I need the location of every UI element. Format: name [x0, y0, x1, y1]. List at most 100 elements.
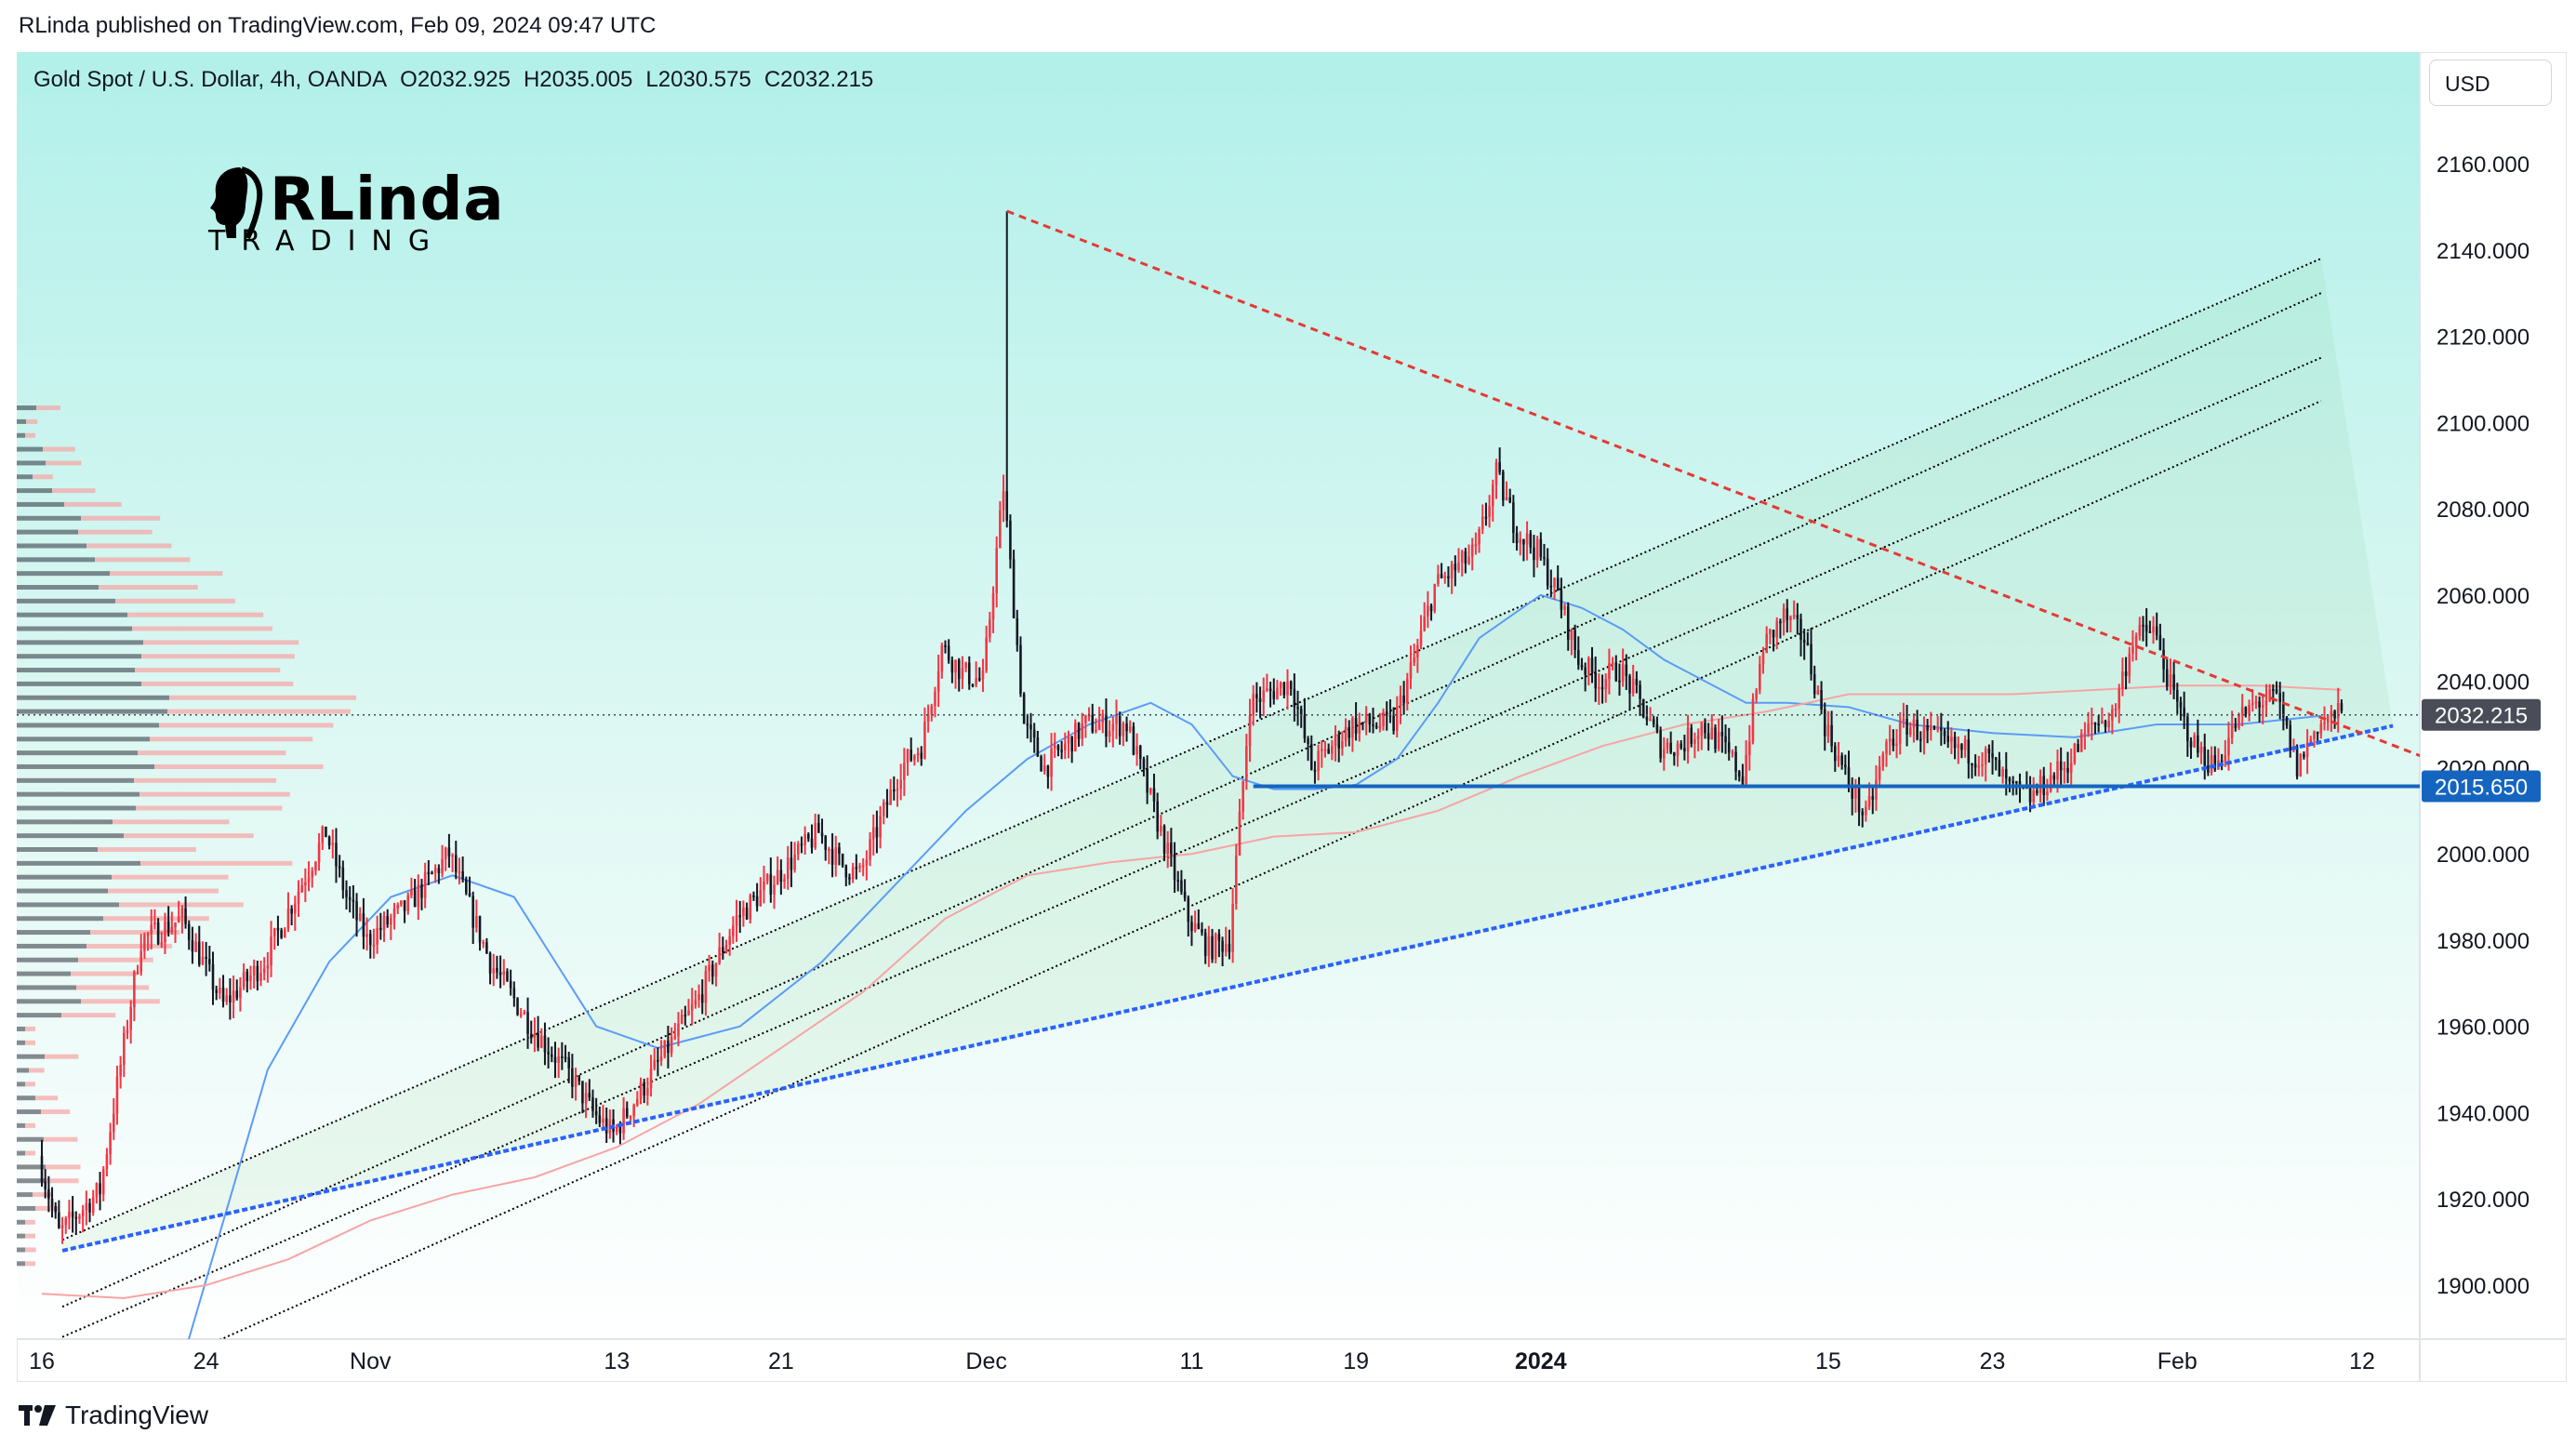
candle-body[interactable] [88, 1202, 91, 1213]
candle-body[interactable] [47, 1188, 50, 1200]
candle-body[interactable] [690, 1004, 694, 1011]
candle-body[interactable] [1666, 742, 1669, 750]
candle-body[interactable] [622, 1108, 625, 1134]
candle-body[interactable] [286, 909, 290, 929]
candle-body[interactable] [1296, 707, 1299, 710]
candle-body[interactable] [708, 964, 710, 972]
candle-body[interactable] [1111, 724, 1115, 731]
candle-body[interactable] [512, 988, 516, 999]
candle-body[interactable] [1755, 690, 1758, 699]
candle-body[interactable] [1751, 698, 1755, 742]
candle-body[interactable] [588, 1093, 591, 1098]
candle-body[interactable] [978, 678, 981, 681]
candle-body[interactable] [1361, 722, 1364, 724]
candle-body[interactable] [1580, 665, 1584, 668]
candle-body[interactable] [1364, 713, 1368, 724]
candle-body[interactable] [899, 779, 902, 790]
candle-body[interactable] [944, 644, 947, 647]
candle-body[interactable] [1926, 724, 1929, 731]
candle-body[interactable] [875, 827, 879, 838]
candle-body[interactable] [1519, 538, 1522, 544]
candle-body[interactable] [1553, 577, 1556, 588]
candle-body[interactable] [1122, 723, 1125, 737]
candle-body[interactable] [1505, 497, 1508, 500]
candle-body[interactable] [1203, 932, 1207, 957]
candle-body[interactable] [150, 924, 153, 935]
candle-body[interactable] [1064, 743, 1067, 750]
candle-body[interactable] [646, 1088, 649, 1096]
candle-body[interactable] [348, 896, 352, 900]
candle-body[interactable] [632, 1105, 635, 1117]
candle-body[interactable] [249, 975, 252, 981]
candle-body[interactable] [1443, 576, 1447, 578]
candle-body[interactable] [2326, 716, 2330, 723]
candle-body[interactable] [2069, 763, 2073, 773]
channel-line-4[interactable] [62, 400, 2322, 1410]
candle-body[interactable] [2230, 725, 2234, 738]
candle-body[interactable] [1611, 662, 1614, 665]
candle-body[interactable] [2012, 781, 2014, 784]
candle-body[interactable] [745, 907, 749, 920]
candle-body[interactable] [2264, 700, 2268, 705]
candle-body[interactable] [885, 802, 889, 805]
candle-body[interactable] [526, 1012, 529, 1034]
candle-body[interactable] [677, 1023, 680, 1037]
candle-body[interactable] [1549, 585, 1553, 588]
candle-body[interactable] [1170, 843, 1173, 855]
candle-body[interactable] [482, 942, 485, 945]
candle-body[interactable] [2305, 743, 2309, 758]
candle-body[interactable] [871, 827, 875, 840]
candle-body[interactable] [270, 936, 272, 966]
candle-body[interactable] [153, 922, 156, 925]
candle-body[interactable] [1717, 732, 1720, 750]
candle-body[interactable] [1820, 690, 1823, 710]
candle-body[interactable] [882, 802, 885, 816]
candle-body[interactable] [869, 839, 871, 860]
candle-body[interactable] [1676, 743, 1680, 756]
candle-body[interactable] [940, 644, 944, 672]
candle-body[interactable] [1077, 723, 1081, 739]
candle-body[interactable] [2148, 631, 2152, 633]
candle-body[interactable] [636, 1098, 639, 1106]
candle-body[interactable] [78, 1215, 81, 1219]
candle-body[interactable] [194, 941, 197, 952]
candle-body[interactable] [91, 1197, 95, 1213]
candle-body[interactable] [967, 662, 971, 684]
candle-body[interactable] [1765, 633, 1768, 654]
candle-body[interactable] [1464, 551, 1467, 564]
candle-body[interactable] [390, 917, 392, 925]
candle-body[interactable] [365, 934, 368, 937]
candle-body[interactable] [653, 1059, 656, 1069]
candle-body[interactable] [830, 848, 834, 865]
candle-body[interactable] [844, 865, 848, 878]
candle-body[interactable] [1892, 738, 1895, 747]
moving-average-fast[interactable] [186, 593, 2321, 1350]
candle-body[interactable] [1351, 717, 1354, 738]
candle-body[interactable] [368, 934, 372, 945]
candle-body[interactable] [1327, 749, 1330, 754]
candle-body[interactable] [1888, 738, 1892, 742]
candle-body[interactable] [2121, 671, 2124, 689]
candle-body[interactable] [2128, 653, 2131, 676]
candle-body[interactable] [58, 1212, 60, 1228]
candle-body[interactable] [1115, 716, 1118, 724]
candle-body[interactable] [1070, 737, 1073, 751]
candle-body[interactable] [2175, 690, 2179, 702]
candle-body[interactable] [858, 866, 861, 869]
candle-body[interactable] [1663, 749, 1666, 759]
candle-body[interactable] [420, 884, 423, 898]
candle-body[interactable] [2258, 701, 2261, 708]
candle-body[interactable] [1584, 667, 1587, 675]
candle-body[interactable] [2227, 737, 2230, 756]
candle-body[interactable] [256, 965, 259, 982]
candle-body[interactable] [578, 1075, 581, 1082]
candle-body[interactable] [732, 925, 735, 936]
candle-body[interactable] [410, 889, 413, 896]
candle-body[interactable] [1289, 681, 1293, 689]
candle-body[interactable] [1299, 709, 1303, 716]
candle-body[interactable] [1535, 538, 1539, 561]
candle-body[interactable] [2254, 701, 2258, 704]
candle-body[interactable] [1940, 728, 1943, 731]
candle-body[interactable] [2316, 731, 2319, 734]
